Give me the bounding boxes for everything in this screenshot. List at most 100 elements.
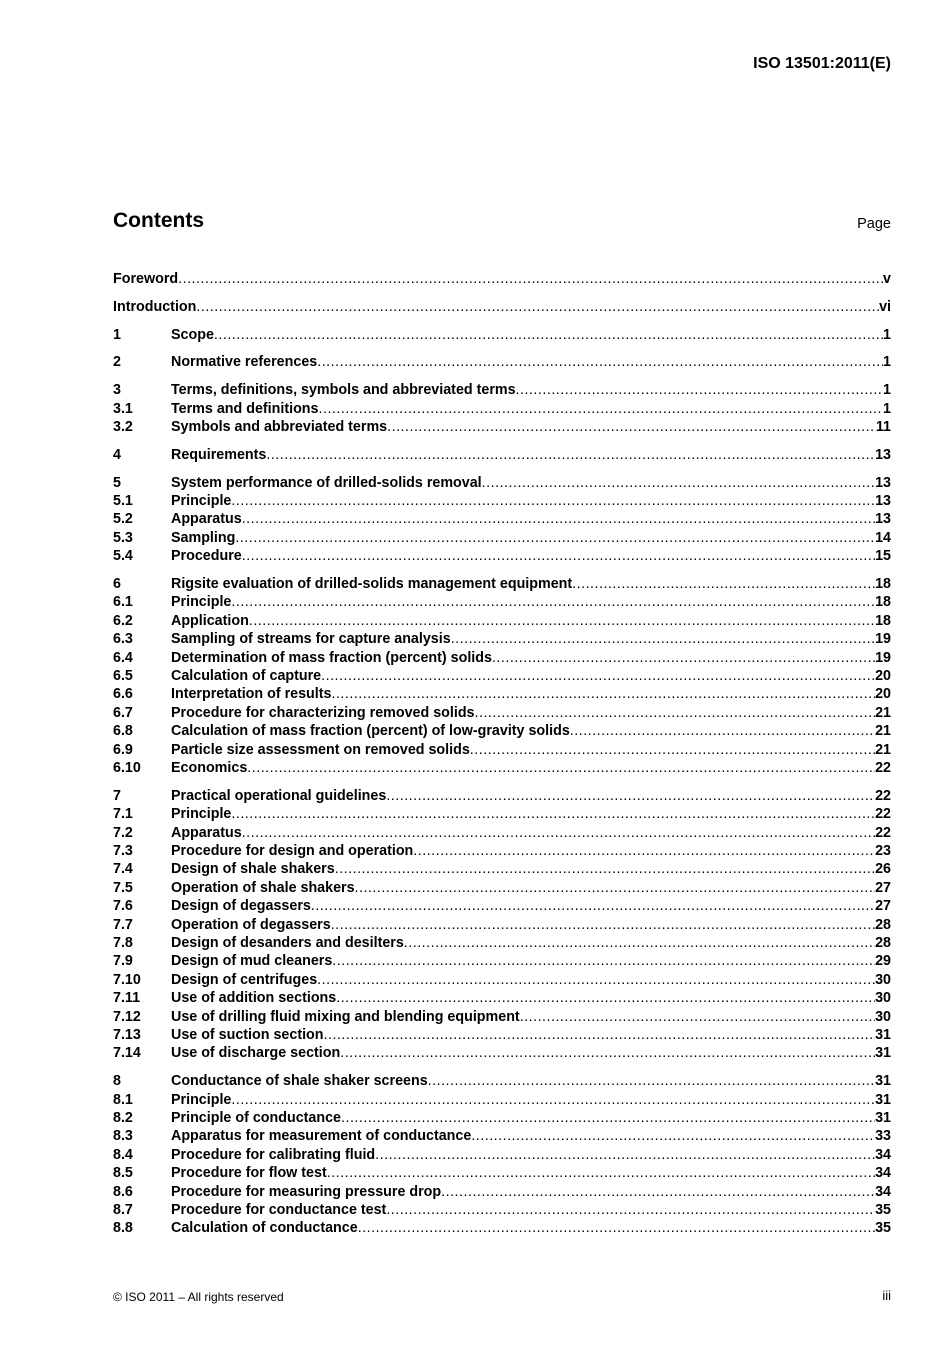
dot-leader [404, 935, 875, 951]
section-title: Operation of degassers [171, 916, 331, 933]
toc-entry[interactable]: 6.1 Principle 18 [113, 593, 891, 611]
section-number: 6.8 [113, 723, 133, 740]
toc-entry[interactable]: 7.9 Design of mud cleaners 29 [113, 952, 891, 970]
toc-entry[interactable]: 6.5 Calculation of capture 20 [113, 667, 891, 685]
section-title: Apparatus for measurement of conductance [171, 1128, 472, 1145]
toc-entry[interactable]: 6.6 Interpretation of results 20 [113, 685, 891, 703]
toc-entry[interactable]: 7.5 Operation of shale shakers 27 [113, 879, 891, 897]
section-title: Introduction [113, 298, 197, 315]
dot-leader [572, 576, 875, 592]
toc-entry[interactable]: 7.10 Design of centrifuges 30 [113, 971, 891, 989]
section-number: 7.2 [113, 824, 133, 841]
section-title: Terms and definitions [171, 400, 319, 417]
toc-entry[interactable]: 8.1 Principle 31 [113, 1091, 891, 1109]
section-page: 26 [875, 861, 891, 878]
toc-entry[interactable]: 7.4 Design of shale shakers 26 [113, 860, 891, 878]
toc-entry[interactable]: Introduction vi [113, 298, 891, 316]
section-number: 7.10 [113, 971, 141, 988]
section-title: Foreword [113, 271, 179, 287]
toc-entry[interactable]: 8.6 Procedure for measuring pressure drop… [113, 1183, 891, 1201]
section-number: 3.1 [113, 400, 133, 417]
section-page: 13 [875, 493, 891, 509]
section-number: 8.2 [113, 1110, 133, 1126]
toc-entry[interactable]: 8.5 Procedure for flow test 34 [113, 1164, 891, 1182]
section-number: 8.4 [113, 1146, 133, 1163]
toc-entry[interactable]: 6.10 Economics 22 [113, 759, 891, 777]
toc-entry[interactable]: 5.1 Principle 13 [113, 492, 891, 510]
toc-entry[interactable]: 6.7 Procedure for characterizing removed … [113, 704, 891, 722]
section-title: Design of centrifuges [171, 971, 318, 988]
toc-entry[interactable]: 4 Requirements 13 [113, 446, 891, 464]
copyright-footer: © ISO 2011 – All rights reserved [113, 1290, 284, 1304]
section-title: Design of desanders and desilters [171, 935, 404, 951]
toc-entry[interactable]: 6.3 Sampling of streams for capture analy… [113, 630, 891, 648]
toc-entry[interactable]: 7.7 Operation of degassers 28 [113, 916, 891, 934]
section-number: 7.9 [113, 953, 133, 970]
toc-entry[interactable]: 7.1 Principle 22 [113, 805, 891, 823]
dot-leader [492, 650, 875, 666]
toc-entry[interactable]: 5.2 Apparatus 13 [113, 510, 891, 528]
section-page: 31 [875, 1073, 891, 1090]
toc-entry[interactable]: 7.3 Procedure for design and operation 23 [113, 842, 891, 860]
section-page: 21 [875, 704, 891, 721]
dot-leader [331, 686, 875, 702]
toc-entry[interactable]: 3.1 Terms and definitions 1 [113, 400, 891, 418]
dot-leader [341, 1110, 875, 1126]
section-title: Rigsite evaluation of drilled-solids man… [171, 576, 573, 592]
dot-leader [520, 1009, 875, 1025]
toc-entry[interactable]: 8.8 Calculation of conductance 35 [113, 1219, 891, 1237]
toc-entry[interactable]: 8.2 Principle of conductance 31 [113, 1109, 891, 1127]
section-title: Design of shale shakers [171, 861, 335, 878]
toc-entry[interactable]: 7.14 Use of discharge section 31 [113, 1044, 891, 1062]
toc-entry[interactable]: 5.3 Sampling 14 [113, 529, 891, 547]
section-page: 11 [875, 419, 891, 435]
section-title: Principle of conductance [171, 1110, 342, 1126]
toc-entry[interactable]: 7 Practical operational guidelines 22 [113, 787, 891, 805]
toc-entry[interactable]: 8.4 Procedure for calibrating fluid 34 [113, 1146, 891, 1164]
toc-entry[interactable]: 6.4 Determination of mass fraction (perce… [113, 649, 891, 667]
toc-entry[interactable]: 8.7 Procedure for conductance test 35 [113, 1201, 891, 1219]
section-title: Procedure for flow test [171, 1165, 327, 1182]
dot-leader [266, 447, 875, 463]
toc-entry[interactable]: 3.2 Symbols and abbreviated terms 11 [113, 418, 891, 436]
section-title: Procedure for design and operation [171, 843, 414, 859]
section-page: 1 [883, 354, 891, 371]
dot-leader [324, 1027, 876, 1043]
toc-entry[interactable]: 6 Rigsite evaluation of drilled-solids ma… [113, 575, 891, 593]
toc-entry[interactable]: 7.12 Use of drilling fluid mixing and ble… [113, 1008, 891, 1026]
toc-entry[interactable]: 7.13 Use of suction section 31 [113, 1026, 891, 1044]
dot-leader [340, 1045, 875, 1061]
dot-leader [231, 493, 875, 509]
toc-entry[interactable]: 2 Normative references 1 [113, 353, 891, 371]
dot-leader [428, 1073, 875, 1089]
section-title: Requirements [171, 446, 267, 463]
section-number: 3.2 [113, 419, 133, 435]
section-title: Design of mud cleaners [171, 953, 333, 970]
toc-entry[interactable]: 7.2 Apparatus 22 [113, 824, 891, 842]
section-page: 31 [875, 1110, 891, 1126]
toc-entry[interactable]: 7.6 Design of degassers 27 [113, 897, 891, 915]
toc-entry[interactable]: 5 System performance of drilled-solids re… [113, 474, 891, 492]
toc-entry[interactable]: Foreword v [113, 270, 891, 288]
toc-entry[interactable]: 6.8 Calculation of mass fraction (percent… [113, 722, 891, 740]
section-title: Apparatus [171, 824, 242, 841]
toc-entry[interactable]: 1 Scope 1 [113, 326, 891, 344]
section-title: System performance of drilled-solids rem… [171, 474, 482, 491]
section-title: Conductance of shale shaker screens [171, 1073, 428, 1090]
section-page: 34 [875, 1183, 891, 1200]
toc-entry[interactable]: 8.3 Apparatus for measurement of conducta… [113, 1127, 891, 1145]
toc-entry[interactable]: 8 Conductance of shale shaker screens 31 [113, 1072, 891, 1090]
toc-entry[interactable]: 7.11 Use of addition sections 30 [113, 989, 891, 1007]
toc-entry[interactable]: 6.2 Application 18 [113, 612, 891, 630]
dot-leader [317, 972, 875, 988]
section-page: 28 [875, 935, 891, 951]
section-page: 18 [875, 576, 891, 592]
section-number: 6.7 [113, 704, 133, 721]
section-title: Use of suction section [171, 1027, 324, 1043]
toc-entry[interactable]: 3 Terms, definitions, symbols and abbrevi… [113, 381, 891, 399]
section-page: 1 [883, 382, 891, 399]
toc-entry[interactable]: 7.8 Design of desanders and desilters 28 [113, 934, 891, 952]
toc-entry[interactable]: 6.9 Particle size assessment on removed s… [113, 741, 891, 759]
document-header: ISO 13501:2011(E) [753, 55, 891, 72]
toc-entry[interactable]: 5.4 Procedure 15 [113, 547, 891, 565]
